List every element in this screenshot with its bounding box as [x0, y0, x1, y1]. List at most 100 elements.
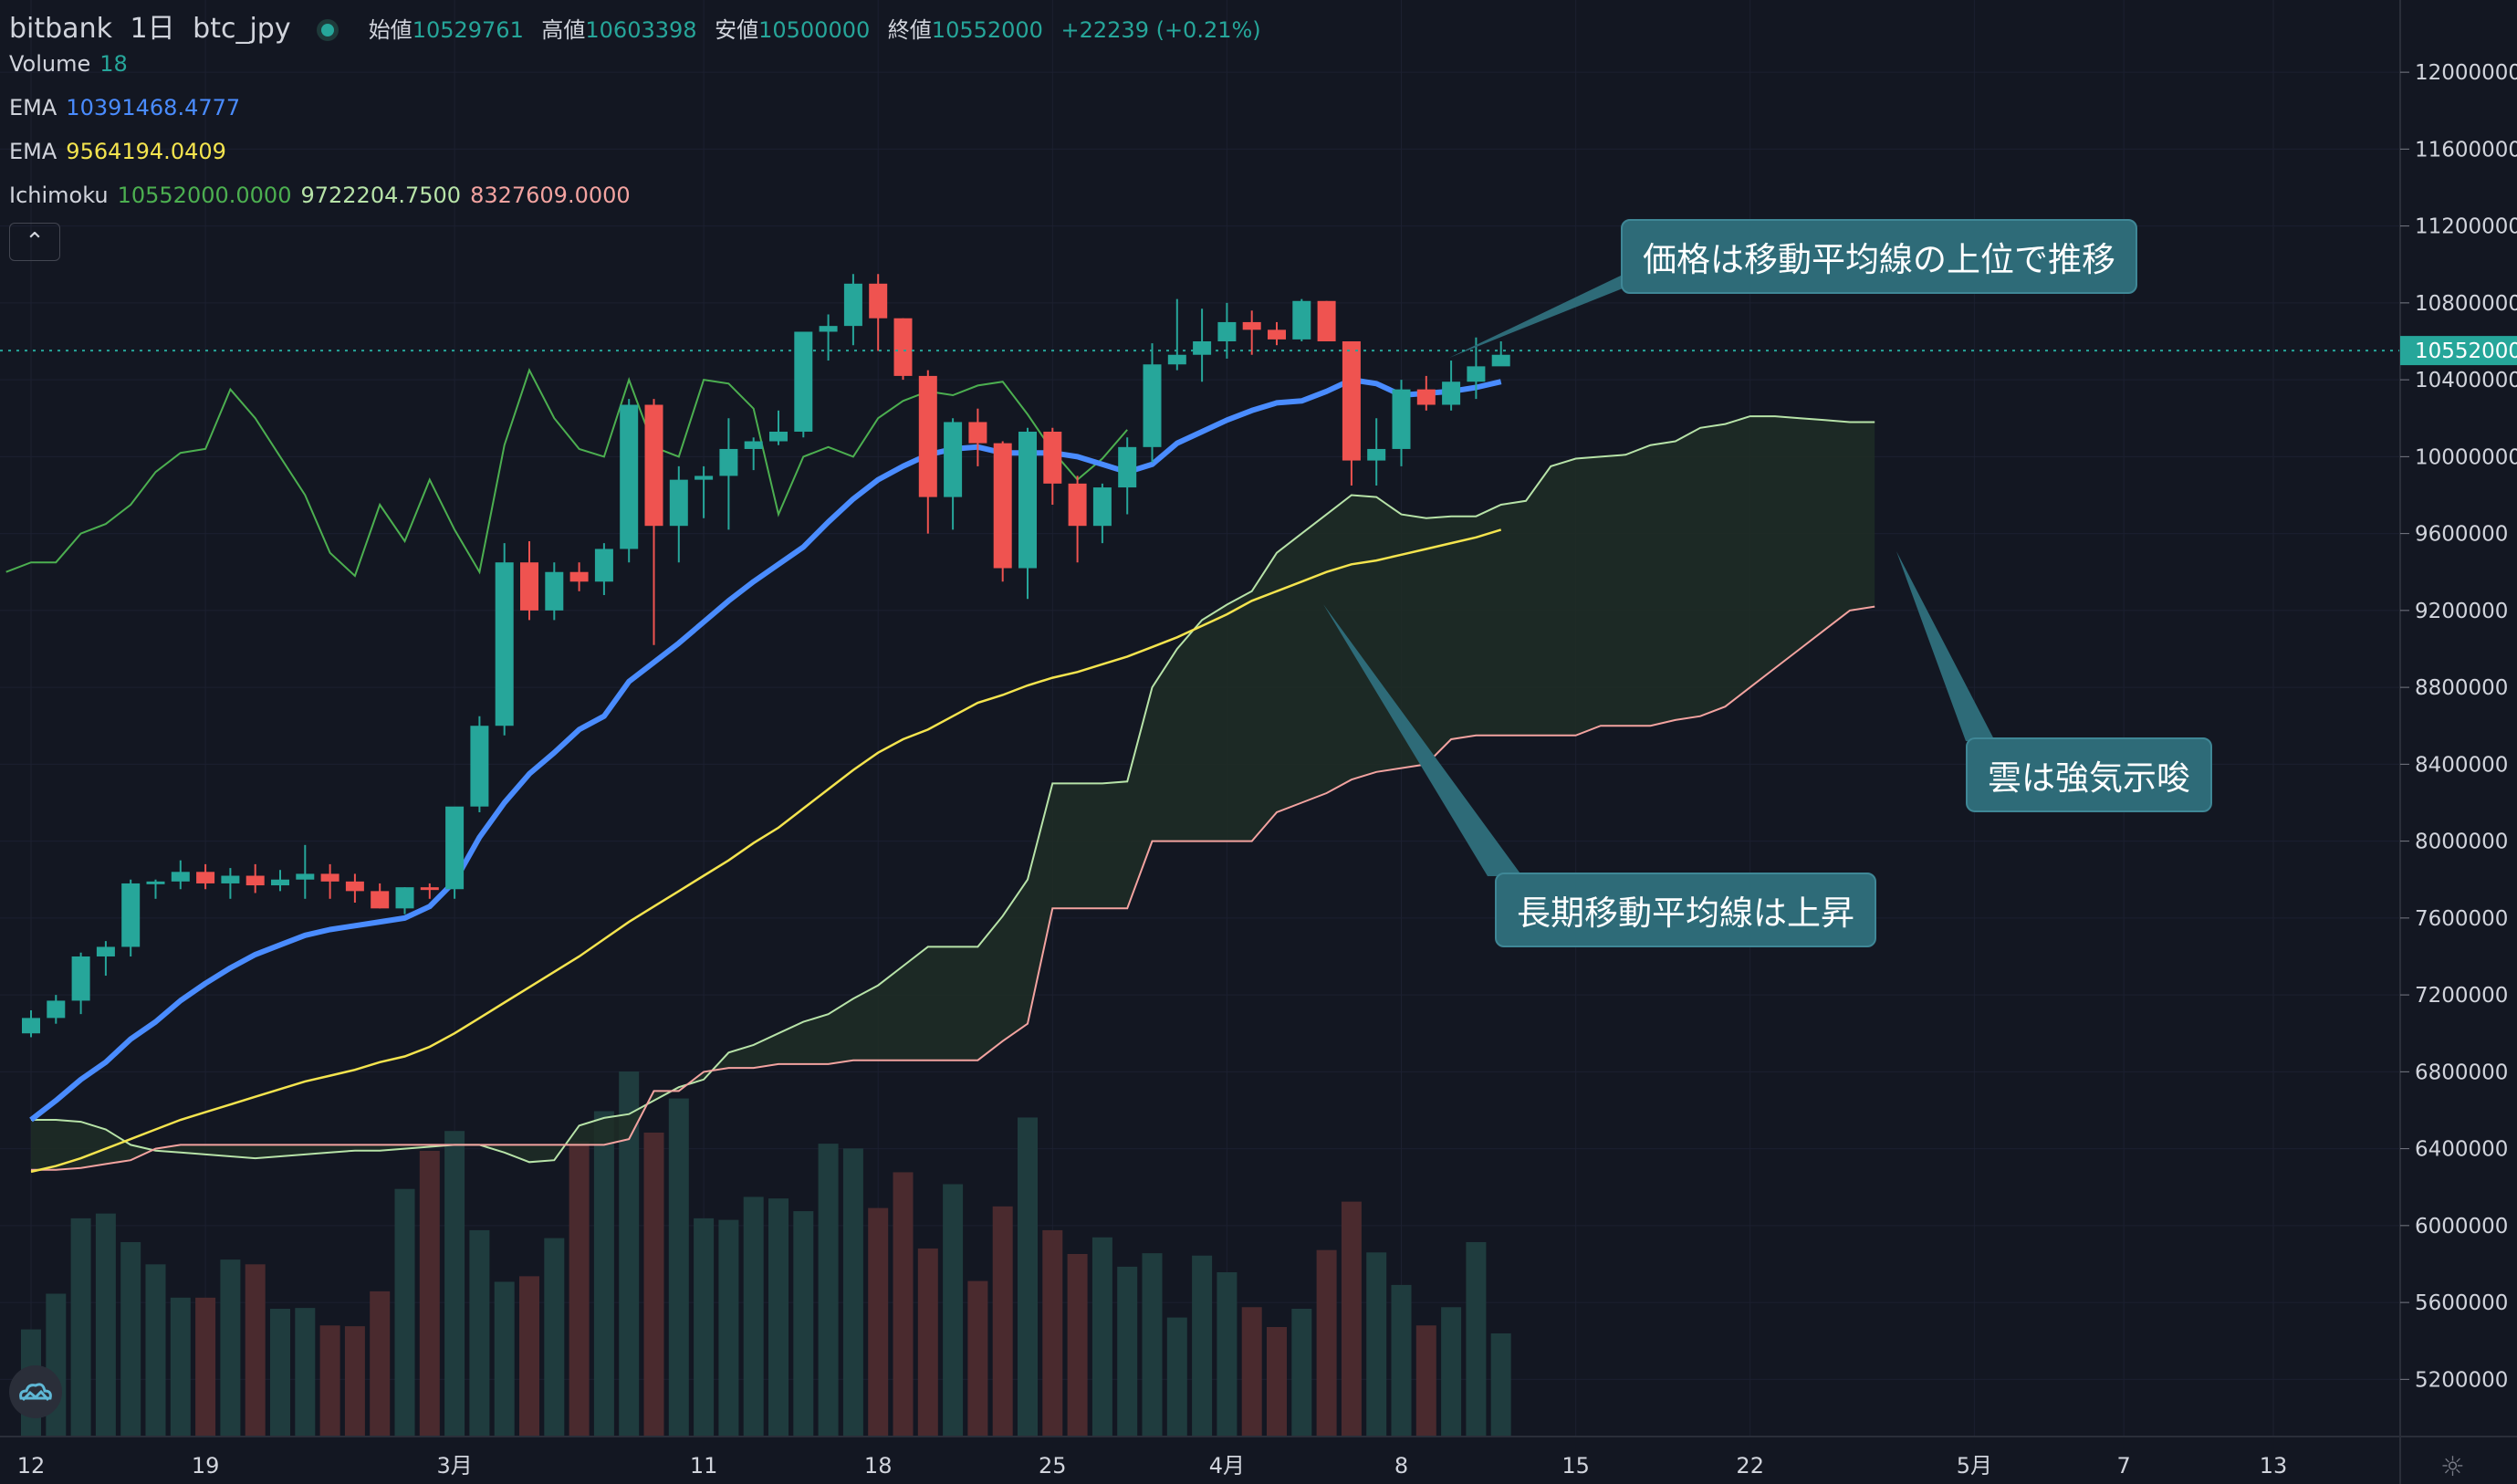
volume-bar — [1490, 1332, 1511, 1437]
volume-legend[interactable]: Volume 18 — [9, 51, 137, 77]
volume-bar — [419, 1150, 440, 1437]
candle — [1342, 340, 1361, 486]
price-tick-label: 10400000 — [2415, 369, 2517, 392]
time-tick-label: 13 — [2260, 1453, 2288, 1479]
candle — [669, 465, 688, 563]
candle — [1242, 310, 1261, 355]
candle — [1018, 427, 1037, 600]
candle-body — [1118, 446, 1137, 488]
candle-body — [545, 571, 564, 611]
candle — [470, 716, 489, 813]
ema-lines — [29, 377, 1502, 1174]
volume-bar — [569, 1141, 590, 1437]
volume-bar — [1117, 1266, 1138, 1437]
ichimoku-cloud — [5, 368, 1875, 1171]
candle — [445, 806, 465, 899]
volume-bar — [868, 1207, 889, 1437]
price-tick-label: 11200000 — [2415, 215, 2517, 239]
candle-body — [196, 872, 215, 883]
callout-price-above-ma: 価格は移動平均線の上位で推移 — [1621, 219, 2137, 294]
time-tick-label: 19 — [192, 1453, 220, 1479]
volume-bar — [245, 1264, 266, 1437]
callout-pointers — [1323, 274, 1995, 876]
volume-bar — [46, 1293, 67, 1437]
price-tick-label: 7600000 — [2415, 907, 2508, 931]
candle-body — [1092, 487, 1112, 527]
candle-body — [420, 887, 439, 891]
symbol-name[interactable]: btc_jpy — [193, 13, 291, 45]
candle-body — [96, 946, 115, 956]
candle-body — [345, 881, 364, 892]
candle-body — [993, 443, 1012, 569]
candle-body — [695, 476, 714, 480]
ema1-legend[interactable]: EMA 10391468.4777 — [9, 95, 249, 120]
low-label: 安値 — [715, 17, 759, 43]
candle — [1167, 298, 1186, 371]
candle-body — [1367, 448, 1386, 461]
volume-label: Volume — [9, 51, 91, 77]
volume-bar — [544, 1238, 565, 1437]
candle — [1442, 361, 1461, 411]
volume-bar — [370, 1291, 391, 1437]
chikou-span — [5, 368, 1128, 578]
senkou-span-b — [31, 605, 1875, 1171]
volume-bar — [494, 1281, 515, 1437]
volume-bar — [917, 1248, 938, 1437]
interval[interactable]: 1日 — [130, 13, 175, 45]
candle — [993, 441, 1012, 582]
ichimoku-value-2: 9722204.7500 — [300, 183, 462, 208]
price-tick-label: 8000000 — [2415, 831, 2508, 854]
volume-bar — [593, 1111, 614, 1437]
volume-bar — [793, 1211, 814, 1437]
candle — [819, 314, 838, 361]
candle — [695, 465, 714, 518]
volume-bar — [170, 1297, 191, 1437]
close-value: 10552000 — [931, 17, 1043, 43]
candle — [569, 562, 589, 591]
volume-bar — [1091, 1237, 1112, 1437]
time-axis[interactable]: 12 19 3月 11 18 25 4月 8 15 22 5月 7 13 — [0, 1436, 2517, 1479]
settings-gear-icon[interactable]: ☼ — [2440, 1451, 2465, 1483]
ema2-legend[interactable]: EMA 9564194.0409 — [9, 139, 235, 164]
volume-bar — [1217, 1272, 1238, 1437]
cloud-fill — [31, 416, 1875, 1170]
volume-bar — [1067, 1254, 1088, 1437]
candle — [1317, 300, 1336, 341]
callout-long-ma-rising: 長期移動平均線は上昇 — [1495, 873, 1876, 947]
callout-tail-price — [1449, 274, 1659, 358]
candle-body — [121, 883, 141, 947]
candle-body — [1268, 329, 1286, 340]
status-dot-icon — [321, 23, 335, 37]
candle — [1292, 298, 1311, 341]
high-label: 高値 — [541, 17, 586, 43]
ichimoku-label: Ichimoku — [9, 183, 109, 208]
volume-bar — [1241, 1307, 1262, 1437]
candle — [869, 274, 888, 351]
candle — [769, 410, 788, 445]
candle — [594, 543, 613, 596]
candle — [1416, 375, 1436, 411]
price-tick-label: 10800000 — [2415, 292, 2517, 316]
candle — [71, 952, 90, 1015]
candle-body — [843, 283, 862, 327]
close-label: 終値 — [887, 17, 932, 43]
candle-body — [245, 875, 265, 886]
volume-bar — [394, 1188, 415, 1437]
candle — [345, 873, 364, 904]
volume-bar — [619, 1071, 640, 1437]
candle-body — [1416, 389, 1436, 405]
candle — [794, 331, 813, 438]
volume-bar — [1391, 1284, 1412, 1437]
candle-body — [1217, 321, 1237, 341]
ichimoku-legend[interactable]: Ichimoku 10552000.0000 9722204.7500 8327609… — [9, 183, 640, 208]
candle — [1043, 427, 1062, 506]
volume-bar — [768, 1198, 789, 1437]
collapse-legend-button[interactable]: ⌃ — [9, 223, 60, 261]
brand-logo-icon[interactable] — [9, 1365, 62, 1418]
senkou-span-a — [31, 415, 1875, 1164]
volume-bar — [1341, 1201, 1362, 1437]
exchange-name[interactable]: bitbank — [9, 13, 112, 45]
candle-body — [1292, 300, 1311, 340]
volume-bar — [1192, 1255, 1213, 1437]
price-axis[interactable]: 12000000 11600000 11200000 10800000 10400000… — [2399, 0, 2517, 1484]
